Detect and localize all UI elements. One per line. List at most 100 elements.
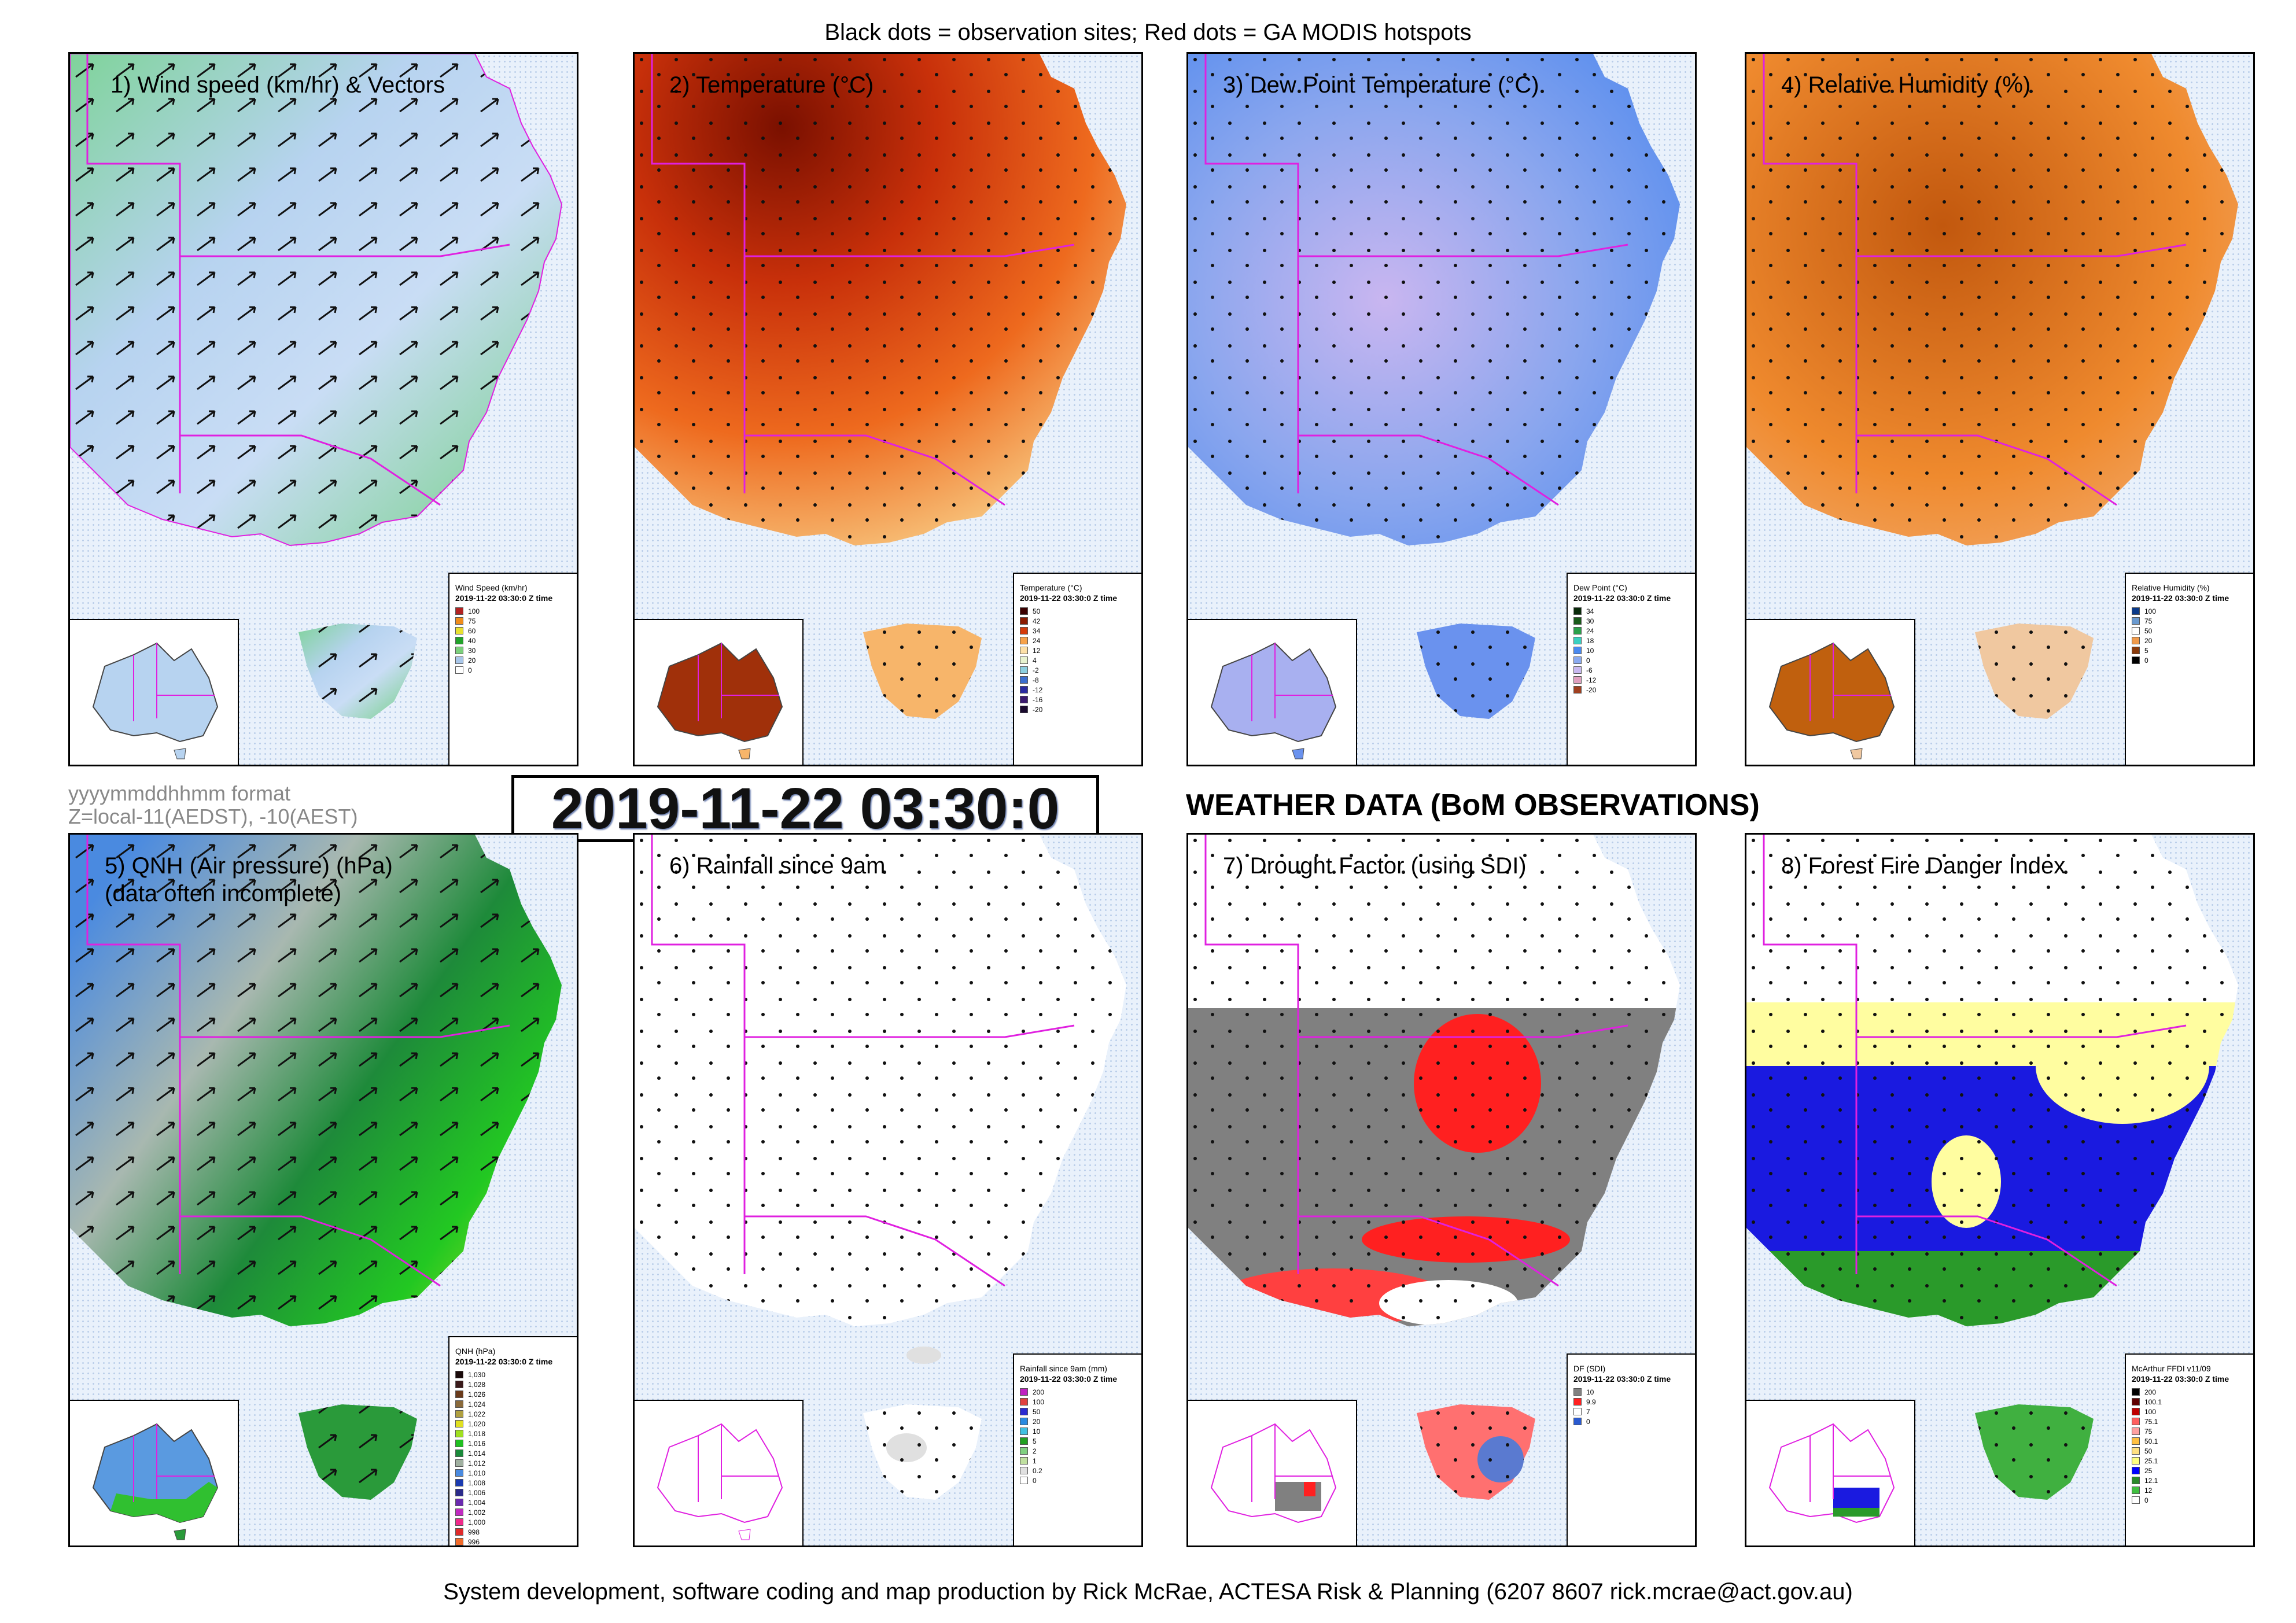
legend-label: 10 — [1033, 1427, 1041, 1436]
legend-swatch — [1020, 1447, 1028, 1455]
legend-swatch — [455, 1499, 463, 1506]
legend-swatch — [455, 1420, 463, 1427]
panel-drought-factor: 7) Drought Factor (using SDI) DF (SDI) 2… — [1186, 833, 1697, 1547]
legend-item: 24 — [1573, 626, 1596, 636]
legend-label: 0 — [2144, 656, 2148, 665]
australia-inset — [1188, 1400, 1357, 1545]
legend-label: 75 — [2144, 1427, 2153, 1436]
legend-swatch — [2132, 1408, 2140, 1415]
legend-swatch — [1020, 706, 1028, 713]
legend-item: 50 — [1020, 1407, 1044, 1417]
legend-title: Relative Humidity (%) — [2132, 583, 2210, 592]
legend-label: 4 — [1033, 656, 1037, 665]
legend-rows: 200 100.1 100 75.1 75 50.1 50 25.1 25 12.1 12 0 — [2132, 1387, 2162, 1505]
legend-item: 20 — [2132, 636, 2156, 645]
legend-item: 25 — [2132, 1466, 2162, 1476]
legend-swatch — [455, 1508, 463, 1516]
legend-swatch — [1020, 1418, 1028, 1425]
legend-swatch — [2132, 647, 2140, 654]
legend-label: 998 — [468, 1528, 480, 1536]
legend-swatch — [1020, 647, 1028, 654]
legend-swatch — [455, 1518, 463, 1526]
legend-item: 75.1 — [2132, 1417, 2162, 1426]
legend-item: 1,026 — [455, 1389, 485, 1399]
legend-swatch — [1020, 637, 1028, 644]
legend-label: 1,012 — [468, 1459, 486, 1467]
legend-swatch — [2132, 1398, 2140, 1406]
legend-item: 1,012 — [455, 1458, 485, 1468]
legend-item: 0 — [2132, 655, 2156, 665]
legend-subtitle: 2019-11-22 03:30:0 Z time — [2132, 1374, 2229, 1384]
legend-item: 1,010 — [455, 1468, 485, 1478]
legend-label: 75 — [468, 617, 476, 625]
legend-item: 18 — [1573, 636, 1596, 645]
legend-item: 34 — [1573, 606, 1596, 616]
legend-label: -2 — [1033, 666, 1039, 674]
legend-swatch — [2132, 1388, 2140, 1396]
panel-title: 2) Temperature (°C) — [669, 72, 874, 98]
legend-item: 5 — [1020, 1436, 1044, 1446]
legend-label: 50 — [2144, 626, 2153, 635]
legend-swatch — [1020, 1408, 1028, 1415]
legend-swatch — [1573, 666, 1582, 674]
legend-swatch — [1020, 696, 1028, 703]
legend-label: 1,000 — [468, 1518, 486, 1526]
legend-swatch — [1020, 1398, 1028, 1406]
legend-subtitle: 2019-11-22 03:30:0 Z time — [1020, 593, 1118, 603]
australia-inset — [1746, 619, 1915, 765]
legend-item: 50 — [2132, 626, 2156, 636]
legend-item: 1,024 — [455, 1399, 485, 1409]
legend-swatch — [455, 1449, 463, 1457]
legend-swatch — [1573, 1398, 1582, 1406]
legend-label: 42 — [1033, 617, 1041, 625]
temperature-map — [635, 54, 1126, 719]
legend-swatch — [1020, 607, 1028, 615]
legend-label: 1,028 — [468, 1380, 486, 1389]
legend-subtitle: 2019-11-22 03:30:0 Z time — [455, 593, 553, 603]
legend-swatch — [1020, 656, 1028, 664]
legend-label: -16 — [1033, 695, 1043, 704]
legend-label: 9.9 — [1586, 1397, 1596, 1406]
legend-swatch — [455, 637, 463, 644]
legend-swatch — [2132, 627, 2140, 635]
legend-label: 75.1 — [2144, 1417, 2158, 1426]
panel-qnh: 5) QNH (Air pressure) (hPa) (data often … — [68, 833, 578, 1547]
legend-item: 10 — [1573, 1387, 1596, 1397]
legend-label: 7 — [1586, 1407, 1590, 1416]
legend-label: 20 — [468, 656, 476, 665]
legend-swatch — [2132, 1437, 2140, 1445]
legend-swatch — [455, 1371, 463, 1378]
legend-rows: 1,030 1,028 1,026 1,024 1,022 1,020 1,018 1,016… — [455, 1370, 486, 1545]
legend-label: 50 — [1033, 607, 1041, 615]
legend-title: DF (SDI) — [1573, 1364, 1606, 1373]
panel-relative-humidity: 4) Relative Humidity (%) Relative Humidi… — [1745, 52, 2255, 766]
legend-subtitle: 2019-11-22 03:30:0 Z time — [1573, 593, 1671, 603]
legend-item: 30 — [455, 645, 480, 655]
legend-item: 200 — [1020, 1387, 1044, 1397]
legend-swatch — [1573, 1388, 1582, 1396]
legend-item: -16 — [1020, 695, 1042, 704]
legend-swatch — [1020, 1388, 1028, 1396]
legend-item: -12 — [1573, 675, 1596, 685]
legend-swatch — [2132, 607, 2140, 615]
legend-label: 50 — [2144, 1447, 2153, 1455]
legend-swatch — [2132, 1486, 2140, 1494]
legend-label: 60 — [468, 626, 476, 635]
legend-item: 200 — [2132, 1387, 2162, 1397]
legend-item: 9.9 — [1573, 1397, 1596, 1407]
legend-item: 50 — [2132, 1446, 2162, 1456]
legend-item: -20 — [1573, 685, 1596, 695]
legend-item: 100 — [2132, 1407, 2162, 1417]
drought-factor-map — [1188, 835, 1680, 1500]
legend-swatch — [1573, 607, 1582, 615]
wind-speed-map — [70, 54, 562, 719]
legend-label: 34 — [1586, 607, 1594, 615]
australia-inset — [635, 619, 804, 765]
legend-rows: 10 9.9 7 0 — [1573, 1387, 1596, 1426]
legend-item: 0 — [1020, 1476, 1044, 1485]
panel-title-line1: 5) QNH (Air pressure) (hPa) — [105, 853, 393, 879]
legend-label: 1,018 — [468, 1429, 486, 1438]
legend-item: 2 — [1020, 1446, 1044, 1456]
legend-item: 12 — [2132, 1485, 2162, 1495]
legend-rows: 200 100 50 20 10 5 2 1 0.2 0 — [1020, 1387, 1044, 1485]
